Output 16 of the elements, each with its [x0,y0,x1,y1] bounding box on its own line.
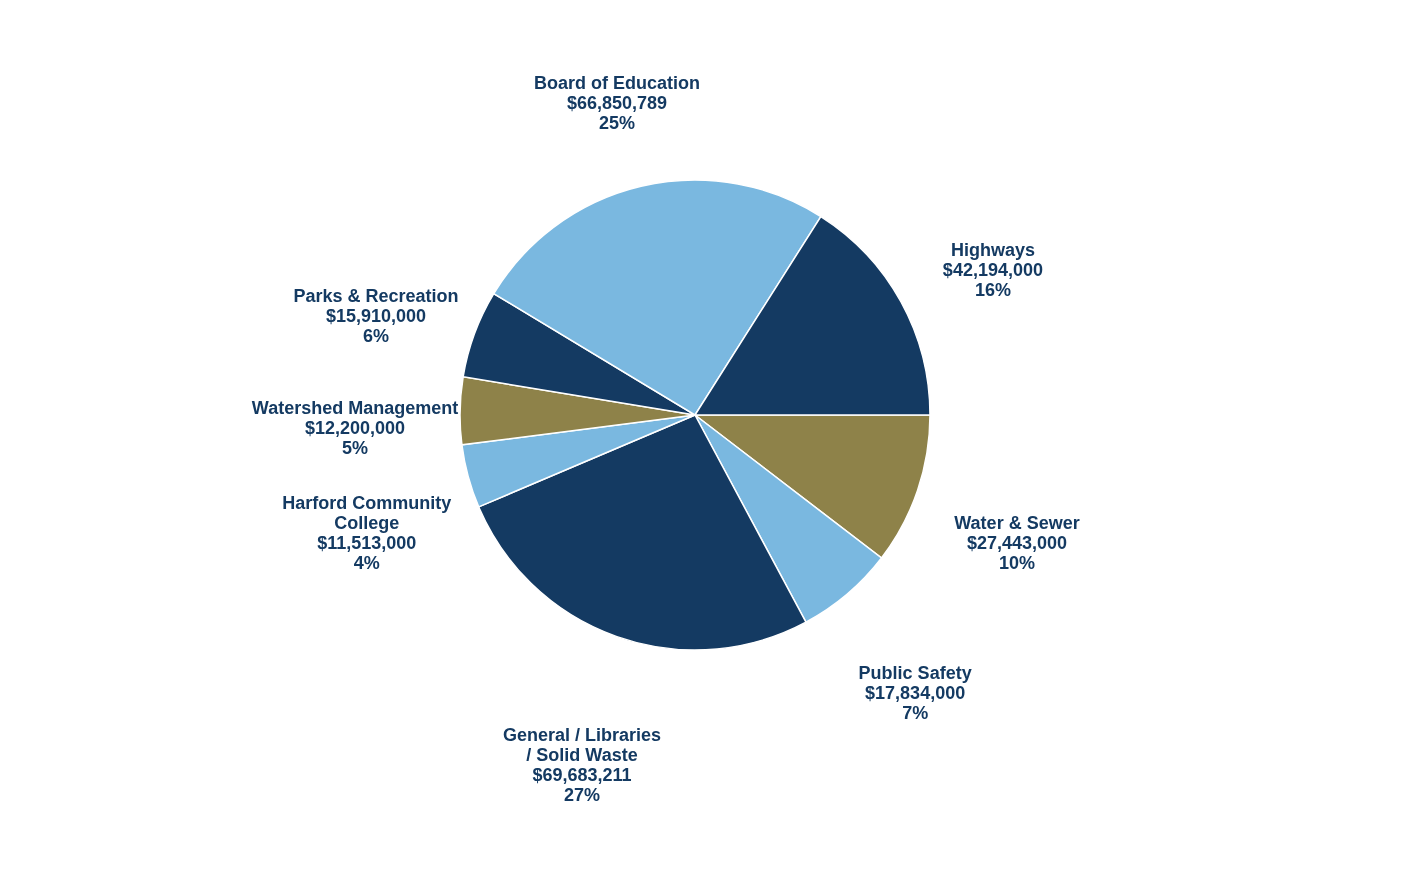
data-label: $12,200,000 5% [305,417,406,458]
data-label: $69,683,211 27% [532,764,632,805]
slice-label: Watershed Management [251,397,459,418]
slice-label: Harford Community College [282,492,452,533]
slice-label: Board of Education [534,73,700,94]
slice-label: Public Safety [858,663,972,684]
data-label: $15,910,000 6% [325,306,427,347]
slice-label: Parks & Recreation [293,286,459,307]
slice-label: General / Libraries / Solid Waste [502,724,662,765]
data-label: $27,443,000 10% [966,533,1068,574]
data-label: $17,834,000 7% [865,683,966,724]
data-label: $42,194,000 16% [942,260,1043,301]
slice-label: Water & Sewer [954,513,1080,534]
data-label: $66,850,789 25% [566,93,668,134]
data-label: $11,513,000 4% [317,532,417,573]
slice-label: Highways [950,240,1035,261]
